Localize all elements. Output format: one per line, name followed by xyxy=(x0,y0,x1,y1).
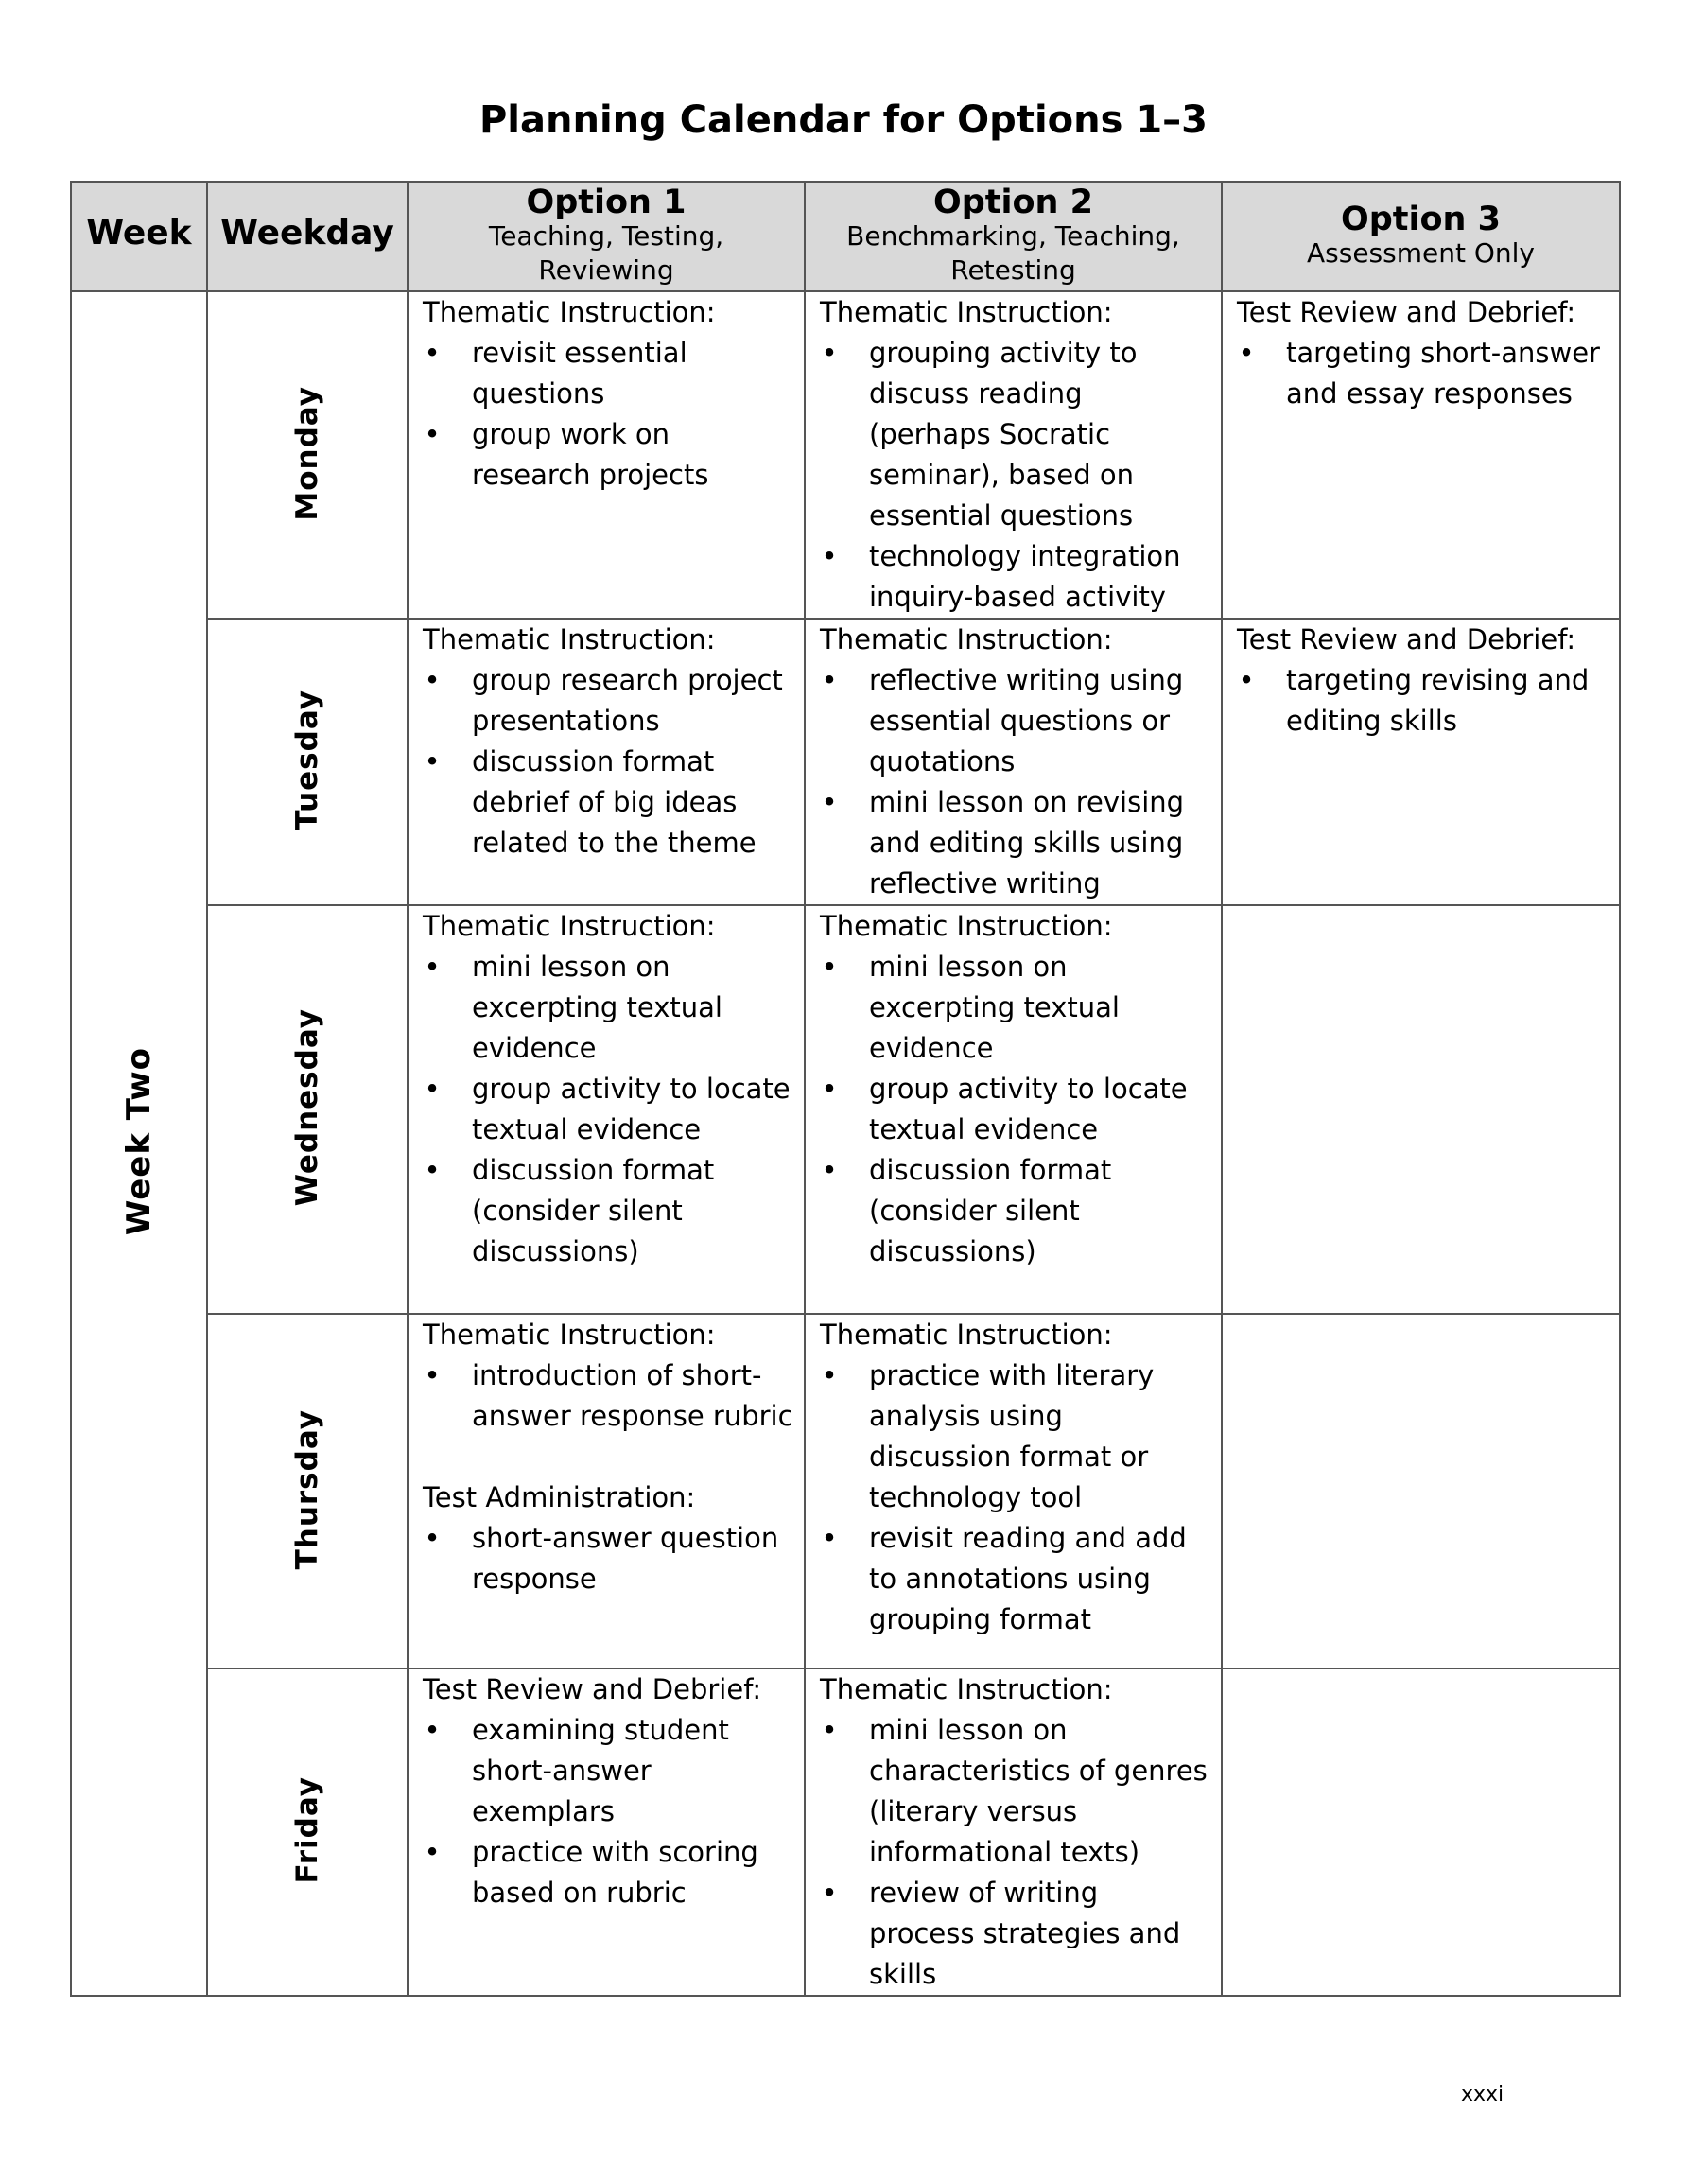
bullet-list: mini lesson on excerpting textual eviden… xyxy=(820,947,1211,1272)
weekday-label: Thursday xyxy=(290,1408,324,1570)
planning-calendar-table: Week Weekday Option 1 Teaching, Testing, … xyxy=(70,181,1621,1997)
cell-heading: Thematic Instruction: xyxy=(820,296,1113,328)
option-1-cell: Test Review and Debrief: examining studen… xyxy=(407,1668,806,1997)
bullet-list: examining student short-answer exemplars… xyxy=(423,1710,794,1913)
header-week: Week xyxy=(70,181,208,292)
table-row: Friday Test Review and Debrief: examining … xyxy=(71,1668,1621,1997)
header-option-1: Option 1 Teaching, Testing, Reviewing xyxy=(407,181,806,292)
option-1-cell: Thematic Instruction: revisit essential q… xyxy=(407,290,806,620)
option-2-cell: Thematic Instruction: reflective writing … xyxy=(804,618,1223,906)
page-number: xxxi xyxy=(1461,2083,1504,2106)
cell-heading: Thematic Instruction: xyxy=(820,1319,1113,1351)
option-1-cell: Thematic Instruction: introduction of sho… xyxy=(407,1313,806,1669)
weekday-label: Friday xyxy=(290,1776,324,1884)
page-title: Planning Calendar for Options 1–3 xyxy=(478,98,1209,142)
list-item: revisit essential questions xyxy=(423,333,794,414)
week-cell: Week Two xyxy=(70,290,208,1997)
table-row: Wednesday Thematic Instruction: mini lesso… xyxy=(71,904,1621,1315)
weekday-cell: Tuesday xyxy=(206,618,409,906)
cell-heading: Test Review and Debrief: xyxy=(1237,623,1576,655)
bullet-list: revisit essential questionsgroup work on… xyxy=(423,333,794,496)
cell-heading: Test Review and Debrief: xyxy=(423,1673,762,1705)
list-item: practice with literary analysis using di… xyxy=(820,1355,1211,1518)
weekday-cell: Wednesday xyxy=(206,904,409,1315)
list-item: revisit reading and add to annotations u… xyxy=(820,1518,1211,1640)
cell-heading: Thematic Instruction: xyxy=(820,910,1113,942)
weekday-cell: Friday xyxy=(206,1668,409,1997)
list-item: discussion format (consider silent discu… xyxy=(423,1150,794,1272)
header-weekday: Weekday xyxy=(206,181,409,292)
weekday-label: Monday xyxy=(290,385,324,521)
header-option-2: Option 2 Benchmarking, Teaching, Retestin… xyxy=(804,181,1223,292)
bullet-list: short-answer question response xyxy=(423,1518,794,1599)
list-item: mini lesson on revising and editing skil… xyxy=(820,782,1211,904)
bullet-list: mini lesson on characteristics of genres… xyxy=(820,1710,1211,1995)
list-item: short-answer question response xyxy=(423,1518,794,1599)
list-item: discussion format (consider silent discu… xyxy=(820,1150,1211,1272)
cell-heading: Thematic Instruction: xyxy=(423,1319,716,1351)
bullet-list: reflective writing using essential quest… xyxy=(820,660,1211,904)
weekday-cell: Monday xyxy=(206,290,409,620)
week-label: Week Two xyxy=(120,1047,158,1236)
list-item: reflective writing using essential quest… xyxy=(820,660,1211,782)
list-item: targeting short-answer and essay respons… xyxy=(1237,333,1609,414)
list-item: targeting revising and editing skills xyxy=(1237,660,1609,742)
list-item: practice with scoring based on rubric xyxy=(423,1832,794,1913)
header-row: Week Weekday Option 1 Teaching, Testing, … xyxy=(70,181,1621,292)
option-1-cell: Thematic Instruction: mini lesson on exce… xyxy=(407,904,806,1315)
option-3-cell: Test Review and Debrief: targeting short-… xyxy=(1221,290,1621,620)
cell-heading: Thematic Instruction: xyxy=(820,1673,1113,1705)
option-1-cell: Thematic Instruction: group research proj… xyxy=(407,618,806,906)
bullet-list: targeting revising and editing skills xyxy=(1237,660,1609,742)
list-item: examining student short-answer exemplars xyxy=(423,1710,794,1832)
list-item: group research project presentations xyxy=(423,660,794,742)
list-item: review of writing process strategies and… xyxy=(820,1873,1211,1995)
list-item: mini lesson on excerpting textual eviden… xyxy=(423,947,794,1069)
bullet-list: group research project presentationsdisc… xyxy=(423,660,794,864)
cell-heading: Thematic Instruction: xyxy=(423,910,716,942)
cell-heading: Test Administration: xyxy=(423,1481,696,1513)
table-row: Week Two Monday Thematic Instruction: revis… xyxy=(70,290,1621,1997)
header-option-3: Option 3 Assessment Only xyxy=(1221,181,1621,292)
weekday-label: Tuesday xyxy=(290,690,324,830)
table-row: Thursday Thematic Instruction: introductio… xyxy=(71,1313,1621,1669)
bullet-list: targeting short-answer and essay respons… xyxy=(1237,333,1609,414)
list-item: group activity to locate textual evidenc… xyxy=(423,1069,794,1150)
option-3-cell: Test Review and Debrief: targeting revisi… xyxy=(1221,618,1621,906)
list-item: mini lesson on characteristics of genres… xyxy=(820,1710,1211,1873)
bullet-list: mini lesson on excerpting textual eviden… xyxy=(423,947,794,1272)
bullet-list: introduction of short-answer response ru… xyxy=(423,1355,794,1437)
option-2-cell: Thematic Instruction: practice with liter… xyxy=(804,1313,1223,1669)
option-2-cell: Thematic Instruction: mini lesson on char… xyxy=(804,1668,1223,1997)
cell-heading: Test Review and Debrief: xyxy=(1237,296,1576,328)
option-2-cell: Thematic Instruction: mini lesson on exce… xyxy=(804,904,1223,1315)
option-3-cell xyxy=(1221,1668,1621,1997)
cell-heading: Thematic Instruction: xyxy=(423,296,716,328)
option-3-cell xyxy=(1221,904,1621,1315)
list-item: discussion format debrief of big ideas r… xyxy=(423,742,794,864)
list-item: group work on research projects xyxy=(423,414,794,496)
list-item: mini lesson on excerpting textual eviden… xyxy=(820,947,1211,1069)
list-item: grouping activity to discuss reading (pe… xyxy=(820,333,1211,536)
bullet-list: practice with literary analysis using di… xyxy=(820,1355,1211,1640)
table-row: Tuesday Thematic Instruction: group resear… xyxy=(71,618,1621,906)
weekday-label: Wednesday xyxy=(290,1008,324,1207)
bullet-list: grouping activity to discuss reading (pe… xyxy=(820,333,1211,618)
weekday-cell: Thursday xyxy=(206,1313,409,1669)
option-3-cell xyxy=(1221,1313,1621,1669)
cell-heading: Thematic Instruction: xyxy=(820,623,1113,655)
cell-heading: Thematic Instruction: xyxy=(423,623,716,655)
list-item: technology integration inquiry-based act… xyxy=(820,536,1211,618)
option-2-cell: Thematic Instruction: grouping activity t… xyxy=(804,290,1223,620)
list-item: introduction of short-answer response ru… xyxy=(423,1355,794,1437)
list-item: group activity to locate textual evidenc… xyxy=(820,1069,1211,1150)
